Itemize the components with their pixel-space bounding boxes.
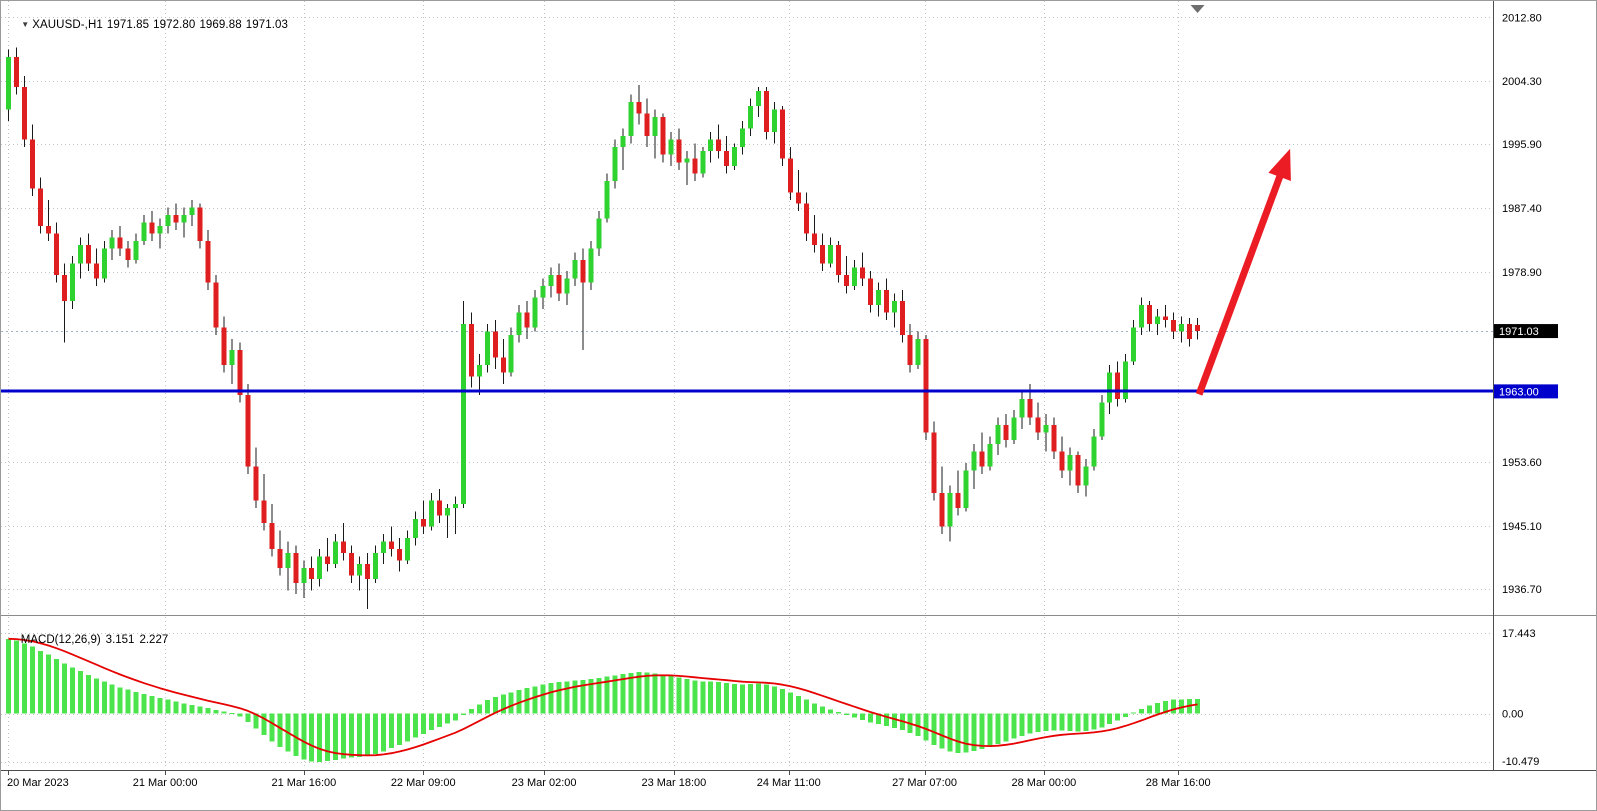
candlestick-series	[6, 47, 1201, 610]
svg-text:0.00: 0.00	[1502, 709, 1523, 721]
symbol-dropdown-icon: ▼	[21, 20, 30, 29]
macd-axis: 17.443 0.00 -10.479	[1502, 628, 1539, 768]
indicator-macd-value: 3.151	[105, 634, 135, 646]
svg-text:22 Mar 09:00: 22 Mar 09:00	[391, 777, 456, 789]
svg-text:1963.00: 1963.00	[1499, 386, 1539, 398]
svg-text:1936.70: 1936.70	[1502, 584, 1542, 596]
svg-text:1971.03: 1971.03	[1499, 326, 1539, 338]
svg-text:23 Mar 18:00: 23 Mar 18:00	[641, 777, 706, 789]
svg-text:17.443: 17.443	[1502, 628, 1536, 640]
svg-text:1995.90: 1995.90	[1502, 139, 1542, 151]
time-axis[interactable]: 20 Mar 2023 21 Mar 00:00 21 Mar 16:00 22 Ma…	[7, 771, 1211, 789]
svg-text:1945.10: 1945.10	[1502, 521, 1542, 533]
indicator-name: MACD(12,26,9)	[20, 634, 101, 646]
svg-text:27 Mar 07:00: 27 Mar 07:00	[892, 777, 957, 789]
svg-text:21 Mar 00:00: 21 Mar 00:00	[133, 777, 198, 789]
svg-text:1978.90: 1978.90	[1502, 267, 1542, 279]
indicator-signal-value: 2.227	[139, 634, 169, 646]
symbol-header: ▼ XAUUSD-,H1 1971.85 1972.80 1969.88 1971.03	[8, 7, 292, 43]
bid-price-label: 1971.03	[1494, 324, 1558, 339]
symbol-title: XAUUSD-,H1	[32, 19, 103, 31]
svg-text:28 Mar 16:00: 28 Mar 16:00	[1146, 777, 1211, 789]
chart-shift-marker	[1190, 5, 1205, 13]
svg-text:2012.80: 2012.80	[1502, 12, 1542, 24]
macd-signal-line	[8, 637, 1198, 757]
svg-text:1953.60: 1953.60	[1502, 457, 1542, 469]
svg-text:28 Mar 00:00: 28 Mar 00:00	[1011, 777, 1076, 789]
indicator-header: MACD(12,26,9) 3.151 2.227	[8, 622, 173, 658]
svg-text:1987.40: 1987.40	[1502, 203, 1542, 215]
svg-text:-10.479: -10.479	[1502, 756, 1539, 768]
macd-histogram	[6, 638, 1201, 763]
price-axis[interactable]: 2012.80 2004.30 1995.90 1987.40 1978.90 1953.…	[1502, 12, 1542, 596]
svg-text:20 Mar 2023: 20 Mar 2023	[7, 777, 69, 789]
trend-arrow[interactable]	[1195, 148, 1291, 396]
ohlc-open: 1971.85	[106, 19, 150, 31]
ohlc-high: 1972.80	[153, 19, 196, 31]
hline-price-label: 1963.00	[1494, 384, 1558, 399]
svg-text:21 Mar 16:00: 21 Mar 16:00	[271, 777, 336, 789]
ohlc-low: 1969.88	[199, 19, 242, 31]
svg-text:23 Mar 02:00: 23 Mar 02:00	[512, 777, 577, 789]
svg-text:24 Mar 11:00: 24 Mar 11:00	[757, 777, 821, 789]
ohlc-close: 1971.03	[245, 19, 288, 31]
svg-text:2004.30: 2004.30	[1502, 76, 1542, 88]
